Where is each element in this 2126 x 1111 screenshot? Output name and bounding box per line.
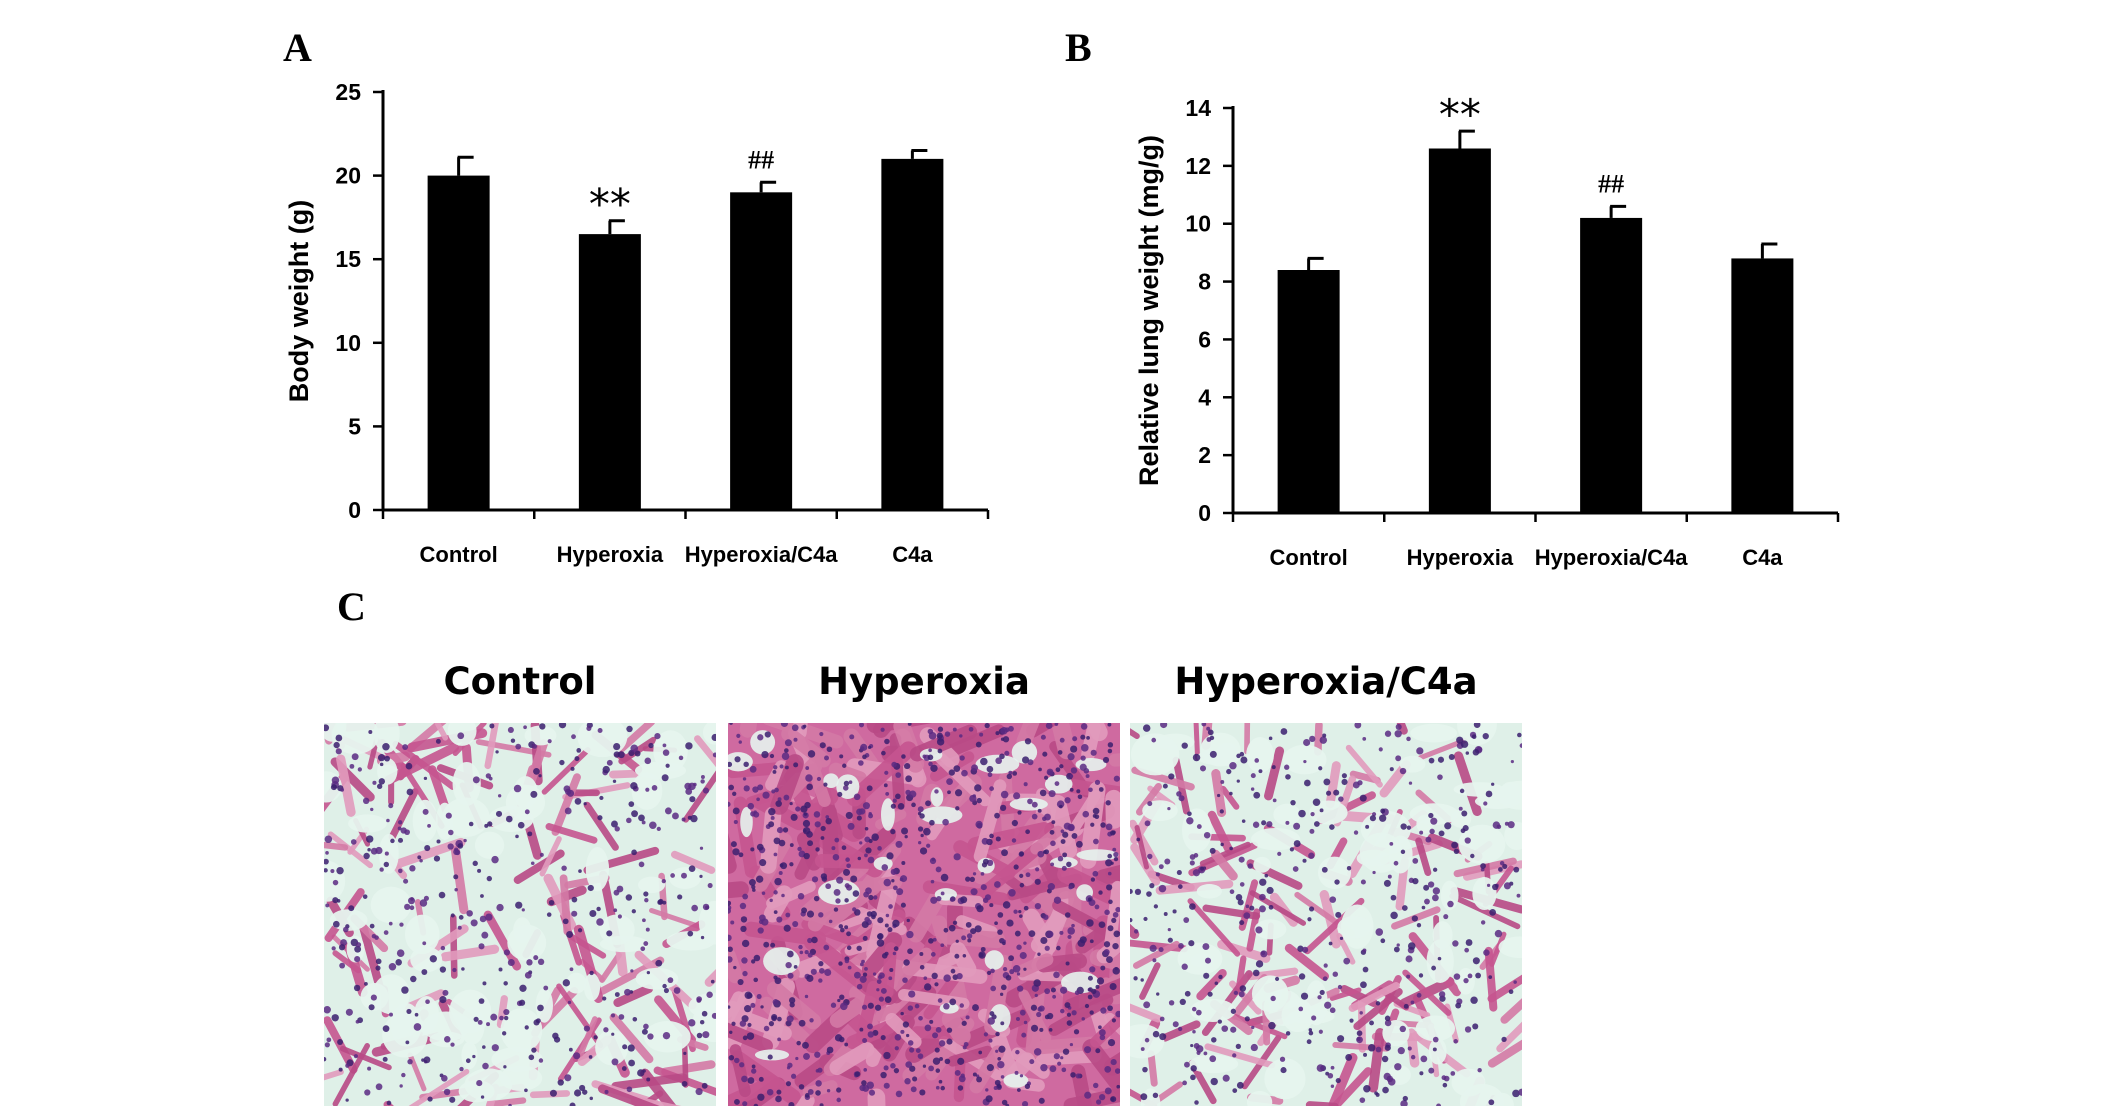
y-tick-label: 2 — [1198, 442, 1211, 468]
y-tick-label: 20 — [335, 163, 361, 189]
micrograph-title-control: Control — [443, 660, 597, 703]
micrograph-control — [324, 723, 716, 1106]
y-tick-label: 25 — [335, 79, 361, 105]
significance-marker: ## — [1598, 169, 1624, 198]
bar — [578, 234, 641, 510]
x-tick-label: Hyperoxia/C4a — [685, 542, 839, 567]
y-axis-label: Body weight (g) — [284, 200, 314, 402]
micrograph-title-hyperoxia: Hyperoxia — [818, 660, 1030, 703]
significance-marker: ## — [748, 145, 774, 174]
y-tick-label: 6 — [1198, 326, 1211, 352]
y-tick-label: 4 — [1198, 384, 1211, 410]
y-tick-label: 8 — [1198, 269, 1211, 295]
bar — [1277, 270, 1340, 513]
micrograph-hyperoxia-c4a — [1130, 723, 1522, 1106]
lung-weight-chart: 0 2 4 6 8 10 12 14 Relative lung weight (mg/g) Co… — [1134, 90, 1840, 570]
x-tick-label: Hyperoxia — [1407, 545, 1514, 570]
significance-marker: ** — [1439, 90, 1481, 139]
y-tick-label: 14 — [1185, 95, 1211, 121]
bar — [1428, 148, 1491, 513]
x-tick-label: C4a — [1742, 545, 1783, 570]
micrograph-title-hyperoxia-c4a: Hyperoxia/C4a — [1174, 660, 1478, 703]
y-tick-label: 12 — [1185, 153, 1211, 179]
x-tick-label: Hyperoxia — [557, 542, 664, 567]
significance-marker: ** — [589, 180, 631, 229]
x-tick-label: Control — [1270, 545, 1348, 570]
micrograph-hyperoxia — [728, 723, 1120, 1106]
bar — [427, 175, 490, 510]
panel-label-a: A — [283, 25, 312, 70]
y-tick-label: 10 — [335, 330, 361, 356]
bar — [730, 192, 793, 510]
y-tick-label: 0 — [1198, 500, 1211, 526]
y-tick-label: 15 — [335, 246, 361, 272]
body-weight-chart: 0 5 10 15 20 25 Body weight (g) Control Hyperoxi… — [284, 79, 990, 567]
panel-label-c: C — [337, 584, 366, 629]
y-tick-label: 5 — [348, 413, 361, 439]
y-axis-label: Relative lung weight (mg/g) — [1134, 135, 1164, 486]
x-tick-label: Control — [420, 542, 498, 567]
bar — [1731, 258, 1794, 513]
bar — [881, 158, 944, 510]
panel-label-b: B — [1065, 25, 1092, 70]
x-tick-label: Hyperoxia/C4a — [1535, 545, 1689, 570]
x-tick-label: C4a — [892, 542, 933, 567]
y-tick-label: 10 — [1185, 211, 1211, 237]
bar — [1580, 217, 1643, 513]
y-tick-label: 0 — [348, 497, 361, 523]
